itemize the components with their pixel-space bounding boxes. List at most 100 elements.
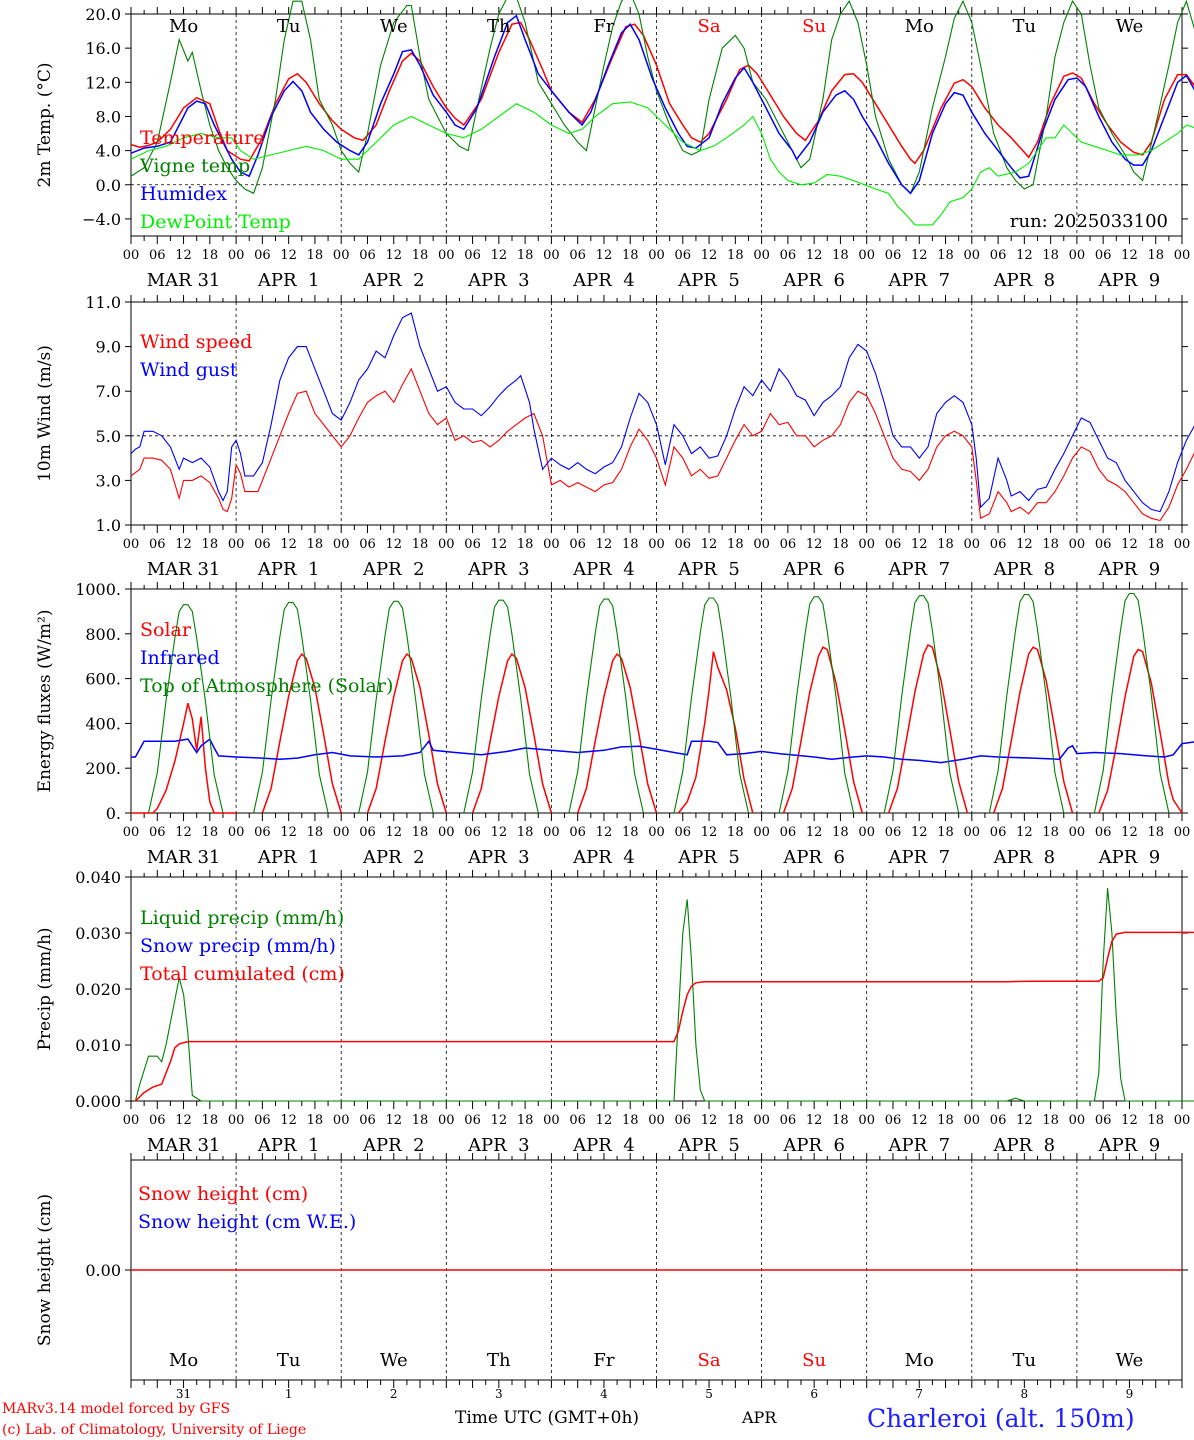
hour-label: 06 — [990, 1113, 1007, 1128]
y-tick-label: 9.0 — [96, 338, 121, 357]
hour-label: 00 — [648, 825, 665, 840]
hour-label: 00 — [228, 1113, 245, 1128]
hour-label: 00 — [123, 537, 140, 552]
hour-label: 06 — [569, 1113, 586, 1128]
y-tick-label: −4.0 — [82, 210, 121, 229]
date-label: APR 6 — [782, 270, 845, 291]
hour-label: 12 — [596, 537, 613, 552]
day-abbr: Mo — [905, 1350, 934, 1371]
hour-label: 12 — [491, 248, 508, 263]
hour-label: 18 — [1042, 248, 1059, 263]
panel-2: 1.0 3.0 5.0 7.0 9.0 11.0 10m Wind (m/s) Wind sp… — [35, 293, 1194, 580]
y-tick-label: 20.0 — [85, 5, 121, 24]
day-number: 1 — [285, 1387, 293, 1401]
hour-label: 18 — [832, 1113, 849, 1128]
meteogram-panels: −4.0 0.0 4.0 8.0 12.0 16.0 20.0 2m Temp. (°C) Te… — [35, 0, 1194, 1401]
hour-label: 12 — [596, 825, 613, 840]
date-label: APR 9 — [1098, 559, 1161, 580]
hour-label: 06 — [885, 825, 902, 840]
hour-label: 06 — [569, 825, 586, 840]
hour-label: 12 — [596, 248, 613, 263]
date-label: APR 1 — [257, 270, 320, 291]
day-abbr: Mo — [169, 1350, 198, 1371]
hour-label: 00 — [1174, 537, 1191, 552]
hour-label: 00 — [123, 825, 140, 840]
hour-label: 18 — [622, 248, 639, 263]
hour-label: 18 — [1042, 825, 1059, 840]
hour-label: 00 — [228, 248, 245, 263]
hour-label: 00 — [543, 825, 560, 840]
y-axis-label: Energy fluxes (W/m²) — [35, 610, 55, 793]
hour-label: 12 — [1121, 1113, 1138, 1128]
hour-label: 12 — [911, 1113, 928, 1128]
date-label: APR 9 — [1098, 847, 1161, 868]
hour-label: 18 — [307, 1113, 324, 1128]
hour-label: 00 — [1069, 1113, 1086, 1128]
date-label: APR 2 — [362, 559, 425, 580]
hour-label: 06 — [1095, 1113, 1112, 1128]
hour-label: 06 — [1095, 248, 1112, 263]
hour-label: 00 — [1174, 248, 1191, 263]
hour-label: 00 — [1069, 248, 1086, 263]
y-tick-label: 8.0 — [96, 107, 121, 126]
panel-3: 0. 200. 400. 600. 800. 1000. Energy fluxes (W/… — [35, 580, 1194, 868]
hour-label: 12 — [806, 1113, 823, 1128]
hour-label: 00 — [228, 825, 245, 840]
hour-label: 12 — [1016, 537, 1033, 552]
hour-label: 06 — [149, 248, 166, 263]
day-abbr: Sa — [698, 1350, 721, 1371]
hour-label: 06 — [254, 248, 271, 263]
hour-label: 12 — [1016, 248, 1033, 263]
hour-label: 00 — [438, 248, 455, 263]
series-line — [1098, 648, 1183, 814]
hour-label: 06 — [780, 537, 797, 552]
hour-label: 06 — [675, 537, 692, 552]
hour-label: 18 — [307, 248, 324, 263]
hour-label: 12 — [1121, 248, 1138, 263]
hour-label: 12 — [806, 248, 823, 263]
day-number: 5 — [705, 1387, 713, 1401]
hour-label: 00 — [964, 825, 981, 840]
series-line — [134, 888, 1194, 1102]
hour-label: 12 — [175, 825, 192, 840]
hour-label: 18 — [517, 537, 534, 552]
hour-label: 18 — [937, 248, 954, 263]
date-label: APR 7 — [887, 1135, 950, 1156]
y-tick-label: 3.0 — [96, 471, 121, 490]
hour-label: 00 — [228, 537, 245, 552]
hour-label: 12 — [385, 537, 402, 552]
hour-label: 12 — [1121, 537, 1138, 552]
date-label: APR 5 — [677, 847, 740, 868]
date-label: APR 8 — [993, 1135, 1056, 1156]
date-label: APR 8 — [993, 847, 1056, 868]
hour-label: 00 — [858, 825, 875, 840]
day-abbr: Mo — [905, 16, 934, 37]
hour-label: 12 — [280, 825, 297, 840]
date-label: APR 4 — [572, 1135, 635, 1156]
hour-label: 06 — [569, 537, 586, 552]
day-abbr: Th — [487, 1350, 511, 1371]
legend-entry: Humidex — [140, 183, 227, 205]
hour-label: 00 — [123, 1113, 140, 1128]
day-abbr: Sa — [698, 16, 721, 37]
hour-label: 00 — [964, 537, 981, 552]
panel-1: −4.0 0.0 4.0 8.0 12.0 16.0 20.0 2m Temp. (°C) Te… — [35, 0, 1194, 291]
hour-label: 06 — [254, 537, 271, 552]
date-label: APR 6 — [782, 559, 845, 580]
y-tick-label: 11.0 — [85, 293, 121, 312]
panel-5: 0.00 Snow height (cm) Snow height (cm) Snow… — [35, 1153, 1188, 1401]
legend-entry: Infrared — [140, 647, 220, 669]
hour-label: 00 — [543, 248, 560, 263]
y-tick-label: 0.010 — [75, 1036, 121, 1055]
day-abbr: We — [1116, 16, 1144, 37]
footer-model: MARv3.14 model forced by GFS — [2, 1401, 230, 1417]
y-tick-label: 16.0 — [85, 39, 121, 58]
series-line — [130, 0, 1194, 195]
day-abbr: We — [1116, 1350, 1144, 1371]
hour-label: 00 — [333, 825, 350, 840]
day-abbr: Mo — [169, 16, 198, 37]
hour-label: 12 — [491, 1113, 508, 1128]
hour-label: 06 — [464, 537, 481, 552]
hour-label: 00 — [648, 537, 665, 552]
